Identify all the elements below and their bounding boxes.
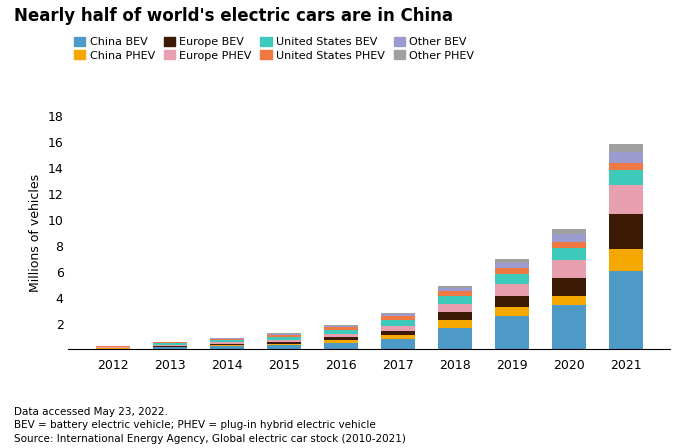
Bar (552, 234, 586, 242)
Bar (495, 296, 529, 306)
Bar (153, 342, 187, 344)
Legend: China BEV, China PHEV, Europe BEV, Europe PHEV, United States BEV, United States: China BEV, China PHEV, Europe BEV, Europ… (74, 37, 474, 60)
Bar (552, 260, 586, 278)
Bar (438, 319, 472, 327)
Bar (210, 346, 244, 349)
Y-axis label: Millions of vehicles: Millions of vehicles (29, 174, 42, 292)
Bar (495, 306, 529, 316)
Bar (438, 312, 472, 319)
Bar (381, 320, 415, 326)
Bar (96, 347, 130, 348)
Bar (552, 296, 586, 306)
Bar (381, 335, 415, 339)
Bar (609, 271, 643, 349)
Bar (495, 259, 529, 263)
Bar (96, 348, 130, 349)
Bar (495, 263, 529, 268)
Bar (324, 340, 358, 343)
Bar (438, 296, 472, 304)
Bar (609, 170, 643, 185)
Bar (267, 335, 301, 337)
Bar (381, 331, 415, 335)
Bar (438, 291, 472, 296)
Bar (267, 345, 301, 349)
Bar (381, 316, 415, 320)
Bar (267, 344, 301, 345)
Bar (438, 327, 472, 349)
Bar (267, 342, 301, 344)
Bar (495, 268, 529, 274)
Bar (609, 152, 643, 163)
Bar (438, 304, 472, 312)
Text: Data accessed May 23, 2022.
BEV = battery electric vehicle; PHEV = plug-in hybri: Data accessed May 23, 2022. BEV = batter… (14, 407, 406, 444)
Bar (324, 330, 358, 334)
Bar (552, 306, 586, 349)
Bar (324, 327, 358, 330)
Bar (495, 274, 529, 284)
Bar (267, 337, 301, 340)
Bar (324, 325, 358, 326)
Bar (609, 215, 643, 249)
Bar (609, 249, 643, 271)
Bar (552, 242, 586, 248)
Bar (210, 344, 244, 345)
Bar (552, 229, 586, 234)
Bar (381, 339, 415, 349)
Bar (609, 144, 643, 152)
Bar (609, 185, 643, 215)
Bar (267, 340, 301, 342)
Bar (381, 326, 415, 331)
Bar (210, 342, 244, 344)
Bar (324, 343, 358, 349)
Bar (267, 334, 301, 335)
Bar (495, 316, 529, 349)
Bar (153, 344, 187, 345)
Bar (552, 278, 586, 296)
Bar (267, 333, 301, 334)
Bar (210, 339, 244, 340)
Bar (210, 340, 244, 342)
Bar (153, 346, 187, 347)
Bar (153, 347, 187, 349)
Bar (609, 163, 643, 170)
Bar (324, 326, 358, 327)
Bar (153, 345, 187, 346)
Bar (381, 314, 415, 316)
Bar (210, 345, 244, 346)
Text: Nearly half of world's electric cars are in China: Nearly half of world's electric cars are… (14, 7, 453, 25)
Bar (324, 337, 358, 340)
Bar (381, 313, 415, 314)
Bar (438, 288, 472, 291)
Bar (438, 286, 472, 288)
Bar (96, 346, 130, 347)
Bar (552, 248, 586, 260)
Bar (324, 334, 358, 337)
Bar (495, 284, 529, 296)
